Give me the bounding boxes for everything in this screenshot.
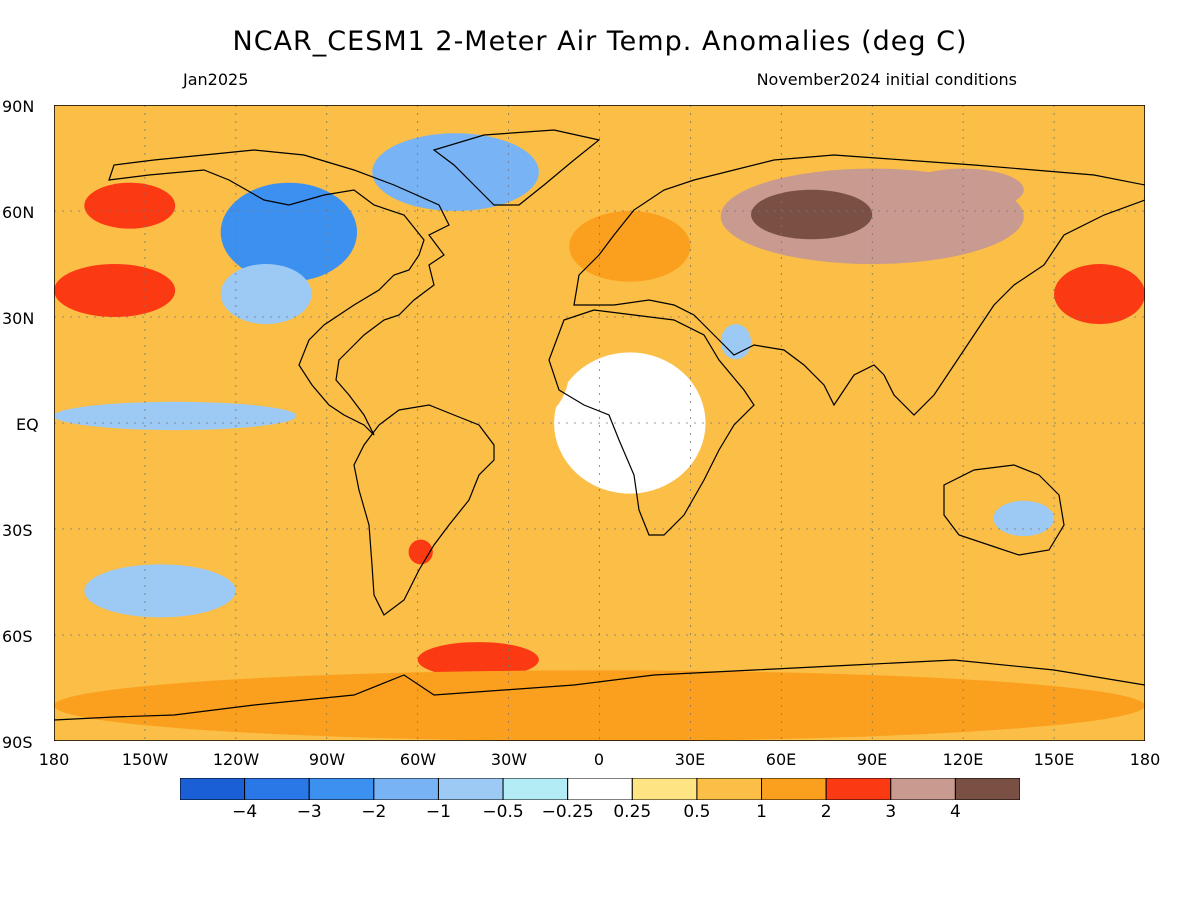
anomaly-region [796, 317, 903, 388]
anomaly-region [478, 317, 570, 423]
anomaly-region [372, 133, 539, 211]
anomaly-region [220, 182, 358, 282]
colorbar-swatch [308, 778, 375, 800]
colorbar-swatch [696, 778, 763, 800]
coastlines [54, 129, 1145, 721]
colorbar-tick-label: 0.5 [683, 802, 711, 822]
lon-label: 150W [121, 750, 169, 769]
colorbar-swatch [180, 778, 246, 800]
anomaly-region [84, 182, 176, 229]
lon-label: 90W [308, 750, 346, 769]
map-title: NCAR_CESM1 2-Meter Air Temp. Anomalies (… [232, 26, 968, 57]
lon-label: 180 [38, 750, 70, 769]
graticule [54, 105, 1145, 741]
colorbar-tick-label: 0.25 [613, 802, 652, 822]
anomaly-region [1054, 264, 1145, 325]
anomaly-region [902, 168, 1024, 211]
coastline-australia [943, 464, 1065, 556]
colorbar-swatch [502, 778, 569, 800]
lon-label: 90E [856, 750, 888, 769]
lat-label: 60N [2, 203, 35, 222]
lon-label: 60W [399, 750, 437, 769]
coastline-eurasia [573, 154, 1145, 416]
colorbar [180, 778, 1020, 800]
coastline-north-america [108, 149, 450, 436]
lat-label: 30S [2, 521, 33, 540]
anomaly-region [569, 211, 691, 282]
lat-label: 90N [2, 97, 35, 116]
colorbar-swatch [825, 778, 892, 800]
colorbar-swatch [631, 778, 698, 800]
colorbar-tick-label: 1 [756, 802, 767, 822]
lat-label: EQ [16, 415, 39, 434]
anomaly-map [54, 105, 1145, 741]
lat-label: 90S [2, 733, 33, 752]
colorbar-tick-label: −2 [361, 802, 387, 822]
colorbar-tick-label: −0.25 [541, 802, 594, 822]
colorbar-tick-label: 3 [885, 802, 897, 822]
colorbar-tick-label: −3 [296, 802, 322, 822]
anomaly-region [751, 189, 873, 240]
init-conditions-label: November2024 initial conditions [756, 70, 1017, 89]
coastline-antarctica [54, 659, 1145, 721]
colorbar-swatch [567, 778, 633, 800]
lon-label: 30W [490, 750, 528, 769]
anomaly-region [54, 401, 297, 431]
coastline-greenland [432, 129, 601, 206]
lon-label: 60E [765, 750, 797, 769]
colorbar-tick-label: 4 [949, 802, 961, 822]
colorbar-swatch [373, 778, 439, 800]
anomaly-region [54, 264, 176, 317]
colorbar-swatch [890, 778, 956, 800]
lon-label: 180 [1129, 750, 1161, 769]
lon-label: 30E [674, 750, 706, 769]
colorbar-tick-label: −4 [232, 802, 258, 822]
colorbar-tick-label: −0.5 [482, 802, 524, 822]
lat-label: 60S [2, 627, 33, 646]
lon-label: 0 [593, 750, 605, 769]
anomaly-region [993, 500, 1055, 537]
coastline-south-america [353, 404, 495, 616]
colorbar-tick-label: 2 [820, 802, 832, 822]
lon-label: 120W [212, 750, 260, 769]
anomaly-region [372, 405, 479, 494]
colorbar-swatch [954, 778, 1020, 800]
lon-label: 120E [942, 750, 984, 769]
anomaly-region [554, 352, 706, 494]
colorbar-swatch [761, 778, 827, 800]
lat-label: 30N [2, 309, 35, 328]
valid-month-label: Jan2025 [183, 70, 249, 89]
colorbar-boxes [180, 778, 1020, 800]
colorbar-tick-label: −1 [425, 802, 451, 822]
lon-label: 150E [1033, 750, 1075, 769]
colorbar-swatch [437, 778, 504, 800]
anomaly-region [84, 564, 236, 618]
anomaly-region [220, 264, 312, 325]
colorbar-swatch [244, 778, 310, 800]
coastline-africa [548, 309, 755, 536]
